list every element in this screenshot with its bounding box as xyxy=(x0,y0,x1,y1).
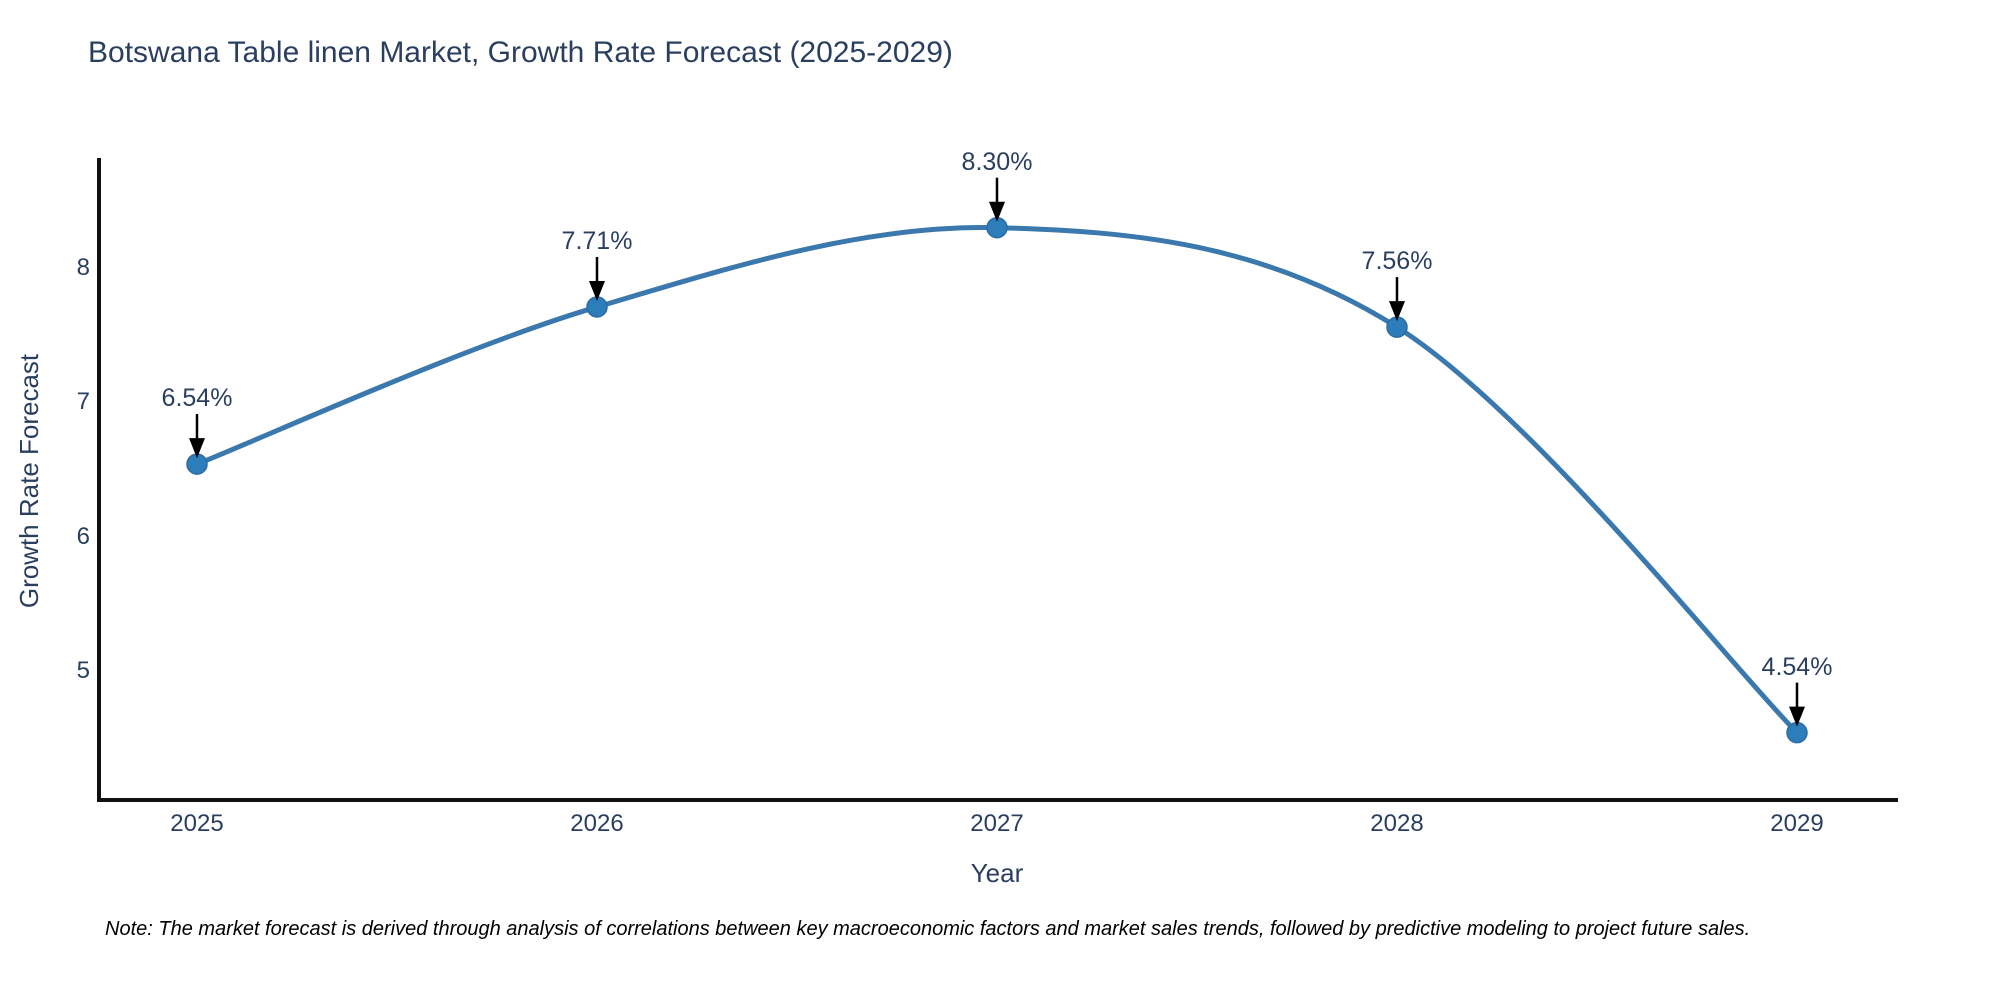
point-value-label: 8.30% xyxy=(961,147,1033,176)
y-tick-8: 8 xyxy=(76,254,90,281)
annotation-arrowhead xyxy=(1389,301,1405,322)
point-value-label: 6.54% xyxy=(161,384,233,413)
chart-title: Botswana Table linen Market, Growth Rate… xyxy=(88,36,953,69)
y-axis-title: Growth Rate Forecast xyxy=(14,353,44,609)
x-tick-2029: 2029 xyxy=(1770,810,1824,837)
annotation-arrowhead xyxy=(1789,706,1805,727)
y-tick-7: 7 xyxy=(76,388,90,415)
annotation-arrow-layer xyxy=(189,177,1805,727)
annotation-arrowhead xyxy=(989,201,1005,222)
x-axis-title: Year xyxy=(970,858,1024,888)
series-layer xyxy=(186,216,1808,744)
point-value-label: 4.54% xyxy=(1761,652,1833,681)
x-tick-2027: 2027 xyxy=(970,810,1024,837)
y-tick-6: 6 xyxy=(76,523,90,550)
source-note: Note: The market forecast is derived thr… xyxy=(105,918,1751,940)
point-value-label: 7.71% xyxy=(561,226,633,255)
annotation-arrowhead xyxy=(189,438,205,459)
x-tick-2025: 2025 xyxy=(170,810,224,837)
y-tick-5: 5 xyxy=(76,657,90,684)
point-value-label: 7.56% xyxy=(1361,247,1433,276)
forecast-line xyxy=(194,225,1800,736)
annotation-arrowhead xyxy=(589,280,605,301)
x-tick-2026: 2026 xyxy=(570,810,624,837)
x-tick-2028: 2028 xyxy=(1370,810,1424,837)
